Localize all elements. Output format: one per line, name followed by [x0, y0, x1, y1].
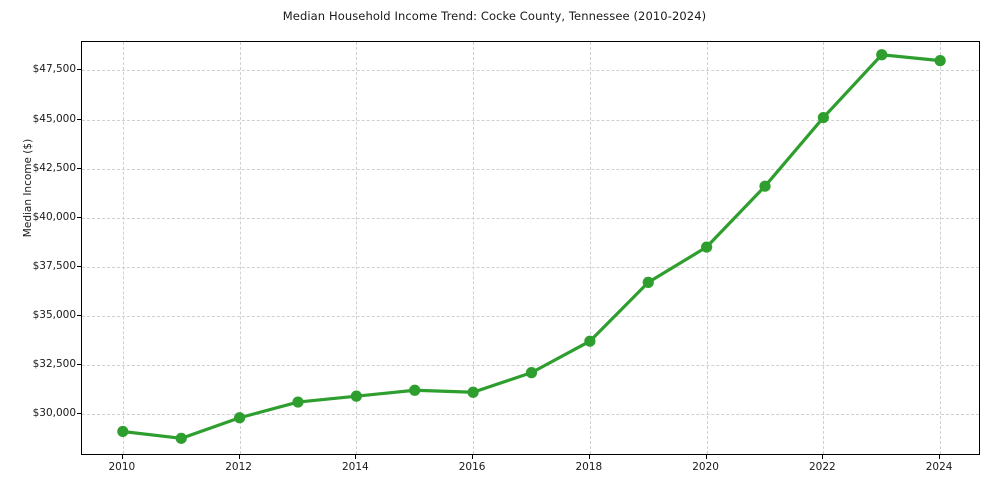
- data-point-marker: [876, 49, 888, 61]
- gridline-vertical: [122, 42, 124, 454]
- data-point-marker: [525, 367, 538, 379]
- y-axis-tick-mark: [77, 216, 81, 218]
- y-axis-tick-mark: [77, 167, 81, 169]
- y-axis-tick-label: $47,500: [32, 63, 76, 76]
- line-series: [117, 49, 946, 444]
- x-axis-tick-mark: [822, 455, 824, 459]
- data-point-marker: [234, 412, 246, 424]
- x-axis-tick-label: 2016: [458, 461, 486, 473]
- gridline-horizontal: [82, 413, 979, 415]
- series-line: [121, 53, 942, 440]
- data-point-marker: [642, 276, 654, 288]
- gridline-horizontal: [82, 315, 979, 317]
- gridline-horizontal: [82, 266, 979, 268]
- x-axis-tick-mark: [238, 455, 240, 459]
- gridline-vertical: [823, 42, 825, 454]
- y-axis-tick-label: $32,500: [32, 357, 76, 370]
- plot-area: [81, 41, 980, 455]
- y-axis-tick-mark: [77, 314, 81, 316]
- data-point-marker: [117, 425, 129, 438]
- data-point-marker: [759, 180, 771, 192]
- data-point-marker: [409, 384, 421, 396]
- y-axis-tick-label: $42,500: [32, 161, 76, 174]
- x-axis-tick-label: 2024: [925, 461, 953, 473]
- y-axis-tick-mark: [77, 69, 81, 71]
- y-axis-tick-label: $30,000: [32, 406, 76, 419]
- chart-title: Median Household Income Trend: Cocke Cou…: [282, 9, 707, 23]
- gridline-horizontal: [82, 168, 979, 170]
- x-axis-tick-label: 2014: [341, 461, 369, 473]
- y-axis-tick-mark: [77, 265, 81, 267]
- data-point-marker: [467, 386, 479, 398]
- x-axis-tick-label: 2022: [809, 461, 836, 473]
- x-axis-tick-mark: [472, 455, 474, 459]
- x-axis-tick-label: 2018: [575, 461, 603, 473]
- x-axis-tick-label: 2020: [692, 461, 719, 473]
- y-axis-title: Median Income ($): [22, 138, 34, 238]
- gridline-horizontal: [82, 364, 979, 366]
- data-point-marker: [584, 335, 596, 347]
- data-point-marker: [934, 55, 946, 67]
- gridline-vertical: [239, 42, 241, 454]
- gridline-horizontal: [82, 119, 979, 121]
- y-axis-tick-label: $40,000: [32, 210, 76, 223]
- data-point-marker: [175, 432, 187, 444]
- y-axis-tick-mark: [77, 363, 81, 365]
- data-point-marker: [817, 111, 829, 124]
- x-axis-tick-label: 2010: [108, 461, 136, 473]
- gridline-horizontal: [82, 70, 979, 72]
- x-axis-tick-mark: [588, 455, 590, 459]
- data-point-marker: [701, 241, 713, 253]
- x-axis-tick-mark: [939, 455, 941, 459]
- gridline-vertical: [940, 42, 942, 454]
- y-axis-tick-label: $45,000: [32, 112, 76, 125]
- y-axis-tick-label: $37,500: [32, 259, 76, 272]
- y-axis-tick-mark: [77, 118, 81, 120]
- gridline-vertical: [473, 42, 475, 454]
- x-axis-tick-label: 2012: [225, 461, 252, 473]
- x-axis-tick-mark: [705, 455, 707, 459]
- y-axis-tick-label: $35,000: [32, 308, 76, 321]
- y-axis-tick-mark: [77, 412, 81, 414]
- x-axis-tick-mark: [355, 455, 357, 459]
- gridline-vertical: [356, 42, 358, 454]
- x-axis-tick-mark: [121, 455, 123, 459]
- gridline-vertical: [589, 42, 591, 454]
- data-point-marker: [292, 396, 304, 408]
- gridline-horizontal: [82, 217, 979, 219]
- data-point-marker: [350, 390, 362, 402]
